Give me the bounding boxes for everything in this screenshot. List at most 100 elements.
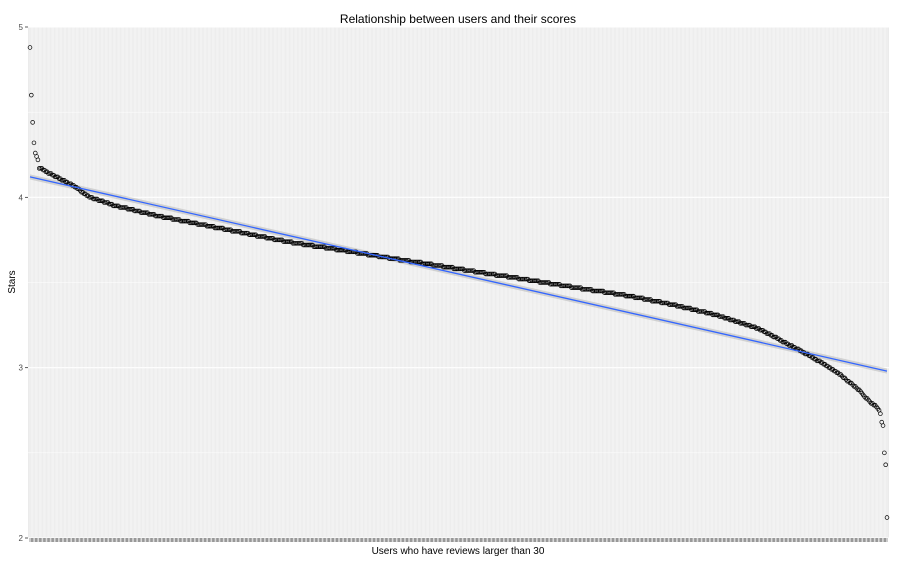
data-point bbox=[479, 270, 484, 275]
data-point bbox=[225, 227, 231, 232]
x-axis-title: Users who have reviews larger than 30 bbox=[372, 546, 545, 557]
data-point bbox=[771, 334, 776, 340]
data-point bbox=[501, 273, 507, 278]
data-point bbox=[565, 283, 570, 289]
data-point bbox=[121, 205, 127, 210]
data-point bbox=[575, 285, 581, 290]
data-point bbox=[31, 140, 37, 146]
data-point bbox=[27, 45, 33, 50]
data-point bbox=[297, 241, 302, 246]
data-point bbox=[174, 217, 179, 222]
data-point bbox=[645, 297, 651, 302]
data-point bbox=[677, 304, 682, 309]
data-point bbox=[628, 293, 634, 299]
data-point bbox=[489, 271, 495, 277]
data-point bbox=[512, 275, 517, 280]
data-point bbox=[330, 246, 335, 251]
data-point bbox=[149, 212, 154, 217]
data-point bbox=[728, 317, 734, 323]
data-point bbox=[59, 178, 64, 183]
data-point bbox=[447, 264, 453, 270]
data-point bbox=[880, 423, 886, 428]
data-point bbox=[750, 324, 755, 330]
data-point bbox=[97, 198, 103, 203]
data-point bbox=[787, 343, 792, 348]
y-tick-label: 3 bbox=[19, 364, 24, 373]
data-point bbox=[87, 195, 92, 200]
y-tick-label: 4 bbox=[19, 193, 24, 202]
data-point bbox=[608, 290, 614, 295]
data-point bbox=[764, 331, 770, 336]
data-point bbox=[29, 92, 34, 98]
data-point bbox=[208, 224, 214, 229]
chart-title: Relationship between users and their sco… bbox=[340, 12, 576, 26]
data-point bbox=[878, 411, 883, 416]
data-point bbox=[654, 298, 660, 304]
data-point bbox=[882, 450, 887, 456]
data-point bbox=[166, 215, 171, 221]
x-axis-ticks bbox=[29, 538, 888, 542]
data-point bbox=[757, 327, 763, 333]
data-point bbox=[235, 229, 240, 234]
data-point bbox=[884, 515, 890, 520]
data-point bbox=[286, 239, 292, 244]
data-point bbox=[128, 207, 133, 212]
data-point bbox=[637, 295, 643, 301]
data-point bbox=[268, 235, 273, 241]
data-point bbox=[706, 310, 711, 316]
data-point bbox=[191, 220, 196, 226]
data-point bbox=[691, 307, 697, 313]
data-point bbox=[780, 339, 785, 345]
data-point bbox=[437, 263, 442, 268]
data-point bbox=[699, 309, 705, 314]
fit-line bbox=[29, 176, 888, 372]
data-point bbox=[415, 259, 421, 265]
data-point bbox=[744, 322, 750, 328]
data-point bbox=[92, 196, 97, 202]
data-point bbox=[106, 201, 112, 207]
data-point bbox=[739, 321, 744, 326]
data-point bbox=[718, 314, 723, 319]
data-point bbox=[619, 292, 624, 297]
data-point bbox=[544, 280, 549, 285]
y-axis-ticks: 2 3 4 5 bbox=[19, 23, 28, 543]
data-point bbox=[522, 276, 528, 282]
data-point bbox=[598, 288, 603, 294]
y-axis-title: Stars bbox=[7, 270, 18, 293]
data-point bbox=[685, 305, 690, 311]
data-point bbox=[319, 244, 325, 249]
data-point bbox=[754, 326, 759, 331]
data-point bbox=[250, 232, 256, 238]
data-point bbox=[242, 230, 248, 236]
data-point bbox=[46, 171, 51, 176]
data-point bbox=[458, 266, 463, 272]
data-point bbox=[393, 256, 399, 261]
data-point bbox=[134, 208, 140, 214]
data-point bbox=[814, 358, 820, 364]
data-point bbox=[734, 319, 739, 324]
data-point bbox=[30, 120, 35, 125]
data-point bbox=[200, 222, 206, 227]
data-point bbox=[113, 203, 119, 209]
data-point bbox=[103, 200, 108, 205]
data-point bbox=[142, 210, 148, 215]
data-point bbox=[533, 278, 538, 284]
x-gridlines bbox=[29, 27, 888, 538]
data-point bbox=[36, 166, 42, 171]
data-point bbox=[426, 261, 432, 267]
fit-line-group bbox=[29, 176, 888, 372]
data-point bbox=[713, 312, 718, 318]
data-point bbox=[35, 157, 41, 163]
data-point bbox=[183, 218, 189, 224]
data-point bbox=[468, 268, 474, 273]
data-point bbox=[586, 287, 591, 292]
data-point bbox=[277, 237, 282, 243]
data-point bbox=[883, 462, 888, 468]
data-point bbox=[662, 300, 668, 306]
data-point bbox=[670, 302, 676, 307]
y-tick-label: 2 bbox=[19, 534, 24, 543]
data-point bbox=[52, 174, 58, 180]
data-point bbox=[217, 225, 223, 231]
data-point bbox=[307, 242, 313, 248]
y-tick-label: 5 bbox=[19, 23, 24, 32]
